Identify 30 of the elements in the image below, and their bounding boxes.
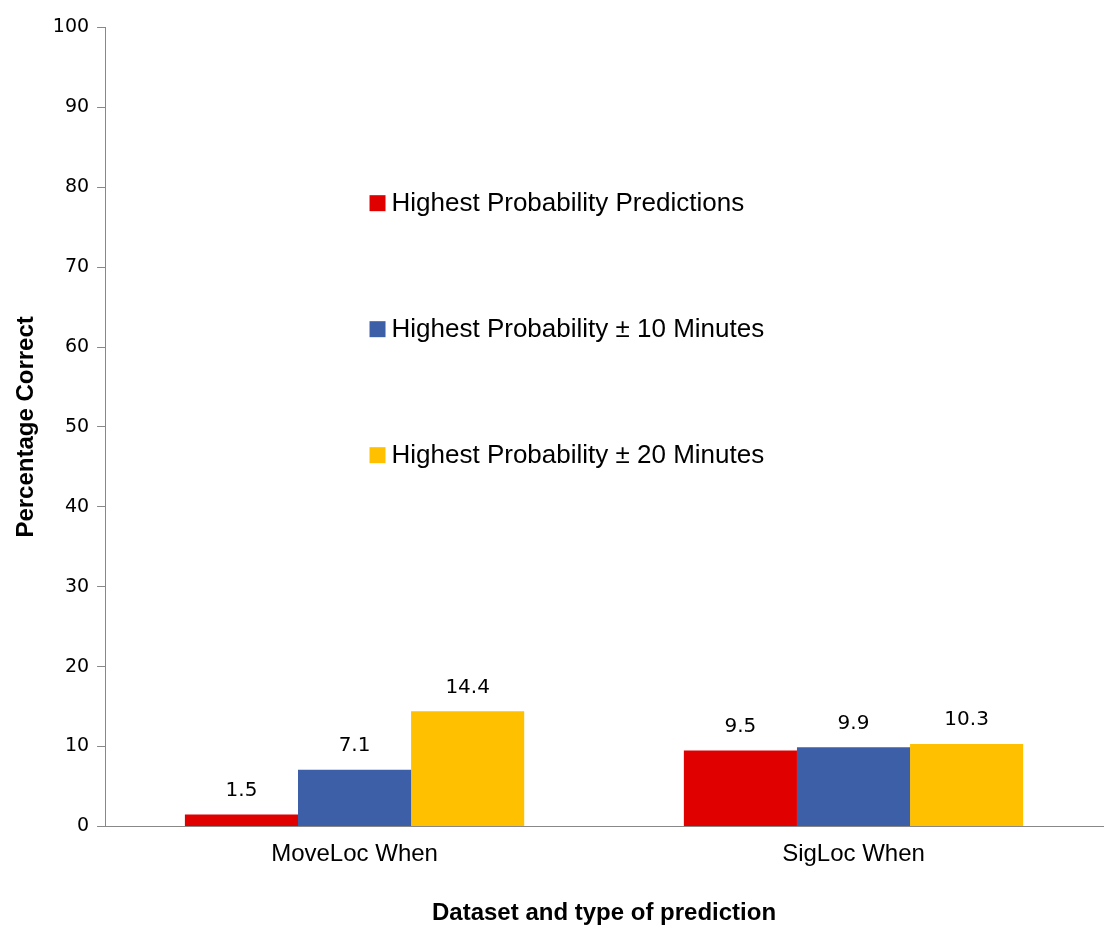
y-tick-label: 80 — [64, 174, 90, 197]
y-tick-label: 20 — [64, 653, 90, 676]
legend-label: Highest Probability Predictions — [391, 187, 745, 218]
legend-label: Highest Probability ± 20 Minutes — [391, 439, 765, 470]
x-axis-title: Dataset and type of prediction — [432, 898, 777, 926]
y-tick-label: 100 — [52, 14, 90, 37]
x-tick-label: MoveLoc When — [271, 839, 438, 867]
bar — [910, 744, 1024, 826]
y-axis-title: Percentage Correct — [11, 316, 39, 538]
data-label: 7.1 — [338, 731, 371, 756]
y-tick-label: 30 — [64, 573, 90, 596]
legend-label: Highest Probability ± 10 Minutes — [391, 313, 765, 344]
bar — [411, 711, 525, 826]
data-label: 14.4 — [445, 673, 490, 698]
y-tick-label: 0 — [76, 813, 90, 836]
x-tick-label: SigLoc When — [782, 839, 925, 867]
bar — [298, 769, 412, 826]
data-label: 9.9 — [837, 709, 870, 734]
y-tick-label: 60 — [64, 333, 90, 356]
y-tick-label: 90 — [64, 94, 90, 117]
data-label: 1.5 — [225, 776, 258, 801]
y-tick-label: 50 — [64, 413, 90, 436]
y-tick-label: 70 — [64, 254, 90, 277]
bar — [683, 750, 797, 826]
bar — [184, 814, 298, 826]
data-label: 10.3 — [944, 706, 989, 731]
y-tick-label: 40 — [64, 493, 90, 516]
bar — [796, 747, 911, 826]
y-tick-label: 10 — [64, 733, 90, 756]
data-label: 9.5 — [724, 712, 757, 737]
